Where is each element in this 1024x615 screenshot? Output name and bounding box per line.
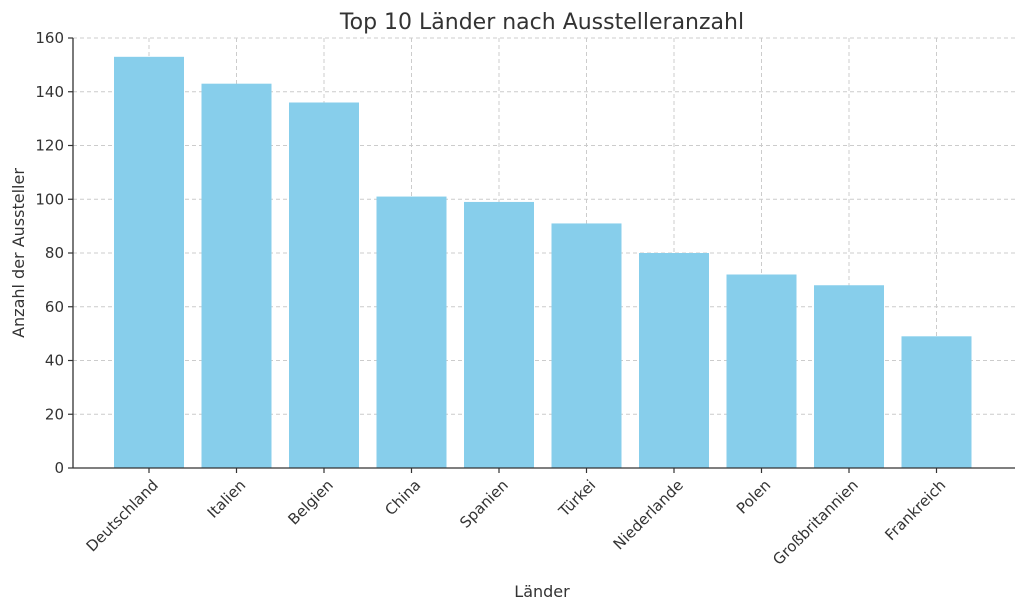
- x-tick-label: Niederlande: [610, 476, 687, 553]
- y-tick-label: 0: [54, 459, 64, 477]
- axes: [68, 37, 1015, 473]
- bar-großbritannien: [814, 285, 884, 468]
- x-tick-label: Belgien: [284, 476, 336, 528]
- y-tick-label: 140: [35, 83, 64, 101]
- x-tick-label: China: [381, 476, 424, 519]
- x-axis-label: Länder: [514, 582, 570, 601]
- x-tick-label: Deutschland: [83, 476, 162, 555]
- bar-belgien: [289, 102, 359, 468]
- bar-niederlande: [639, 253, 709, 468]
- bar-türkei: [551, 223, 622, 468]
- x-tick-label: Polen: [733, 476, 774, 517]
- x-tick-label: Türkei: [555, 476, 600, 521]
- x-tick-label: Spanien: [456, 476, 512, 532]
- x-tick-label: Italien: [204, 476, 250, 522]
- y-tick-label: 60: [45, 298, 64, 316]
- y-tick-label: 160: [35, 29, 64, 47]
- chart-title: Top 10 Länder nach Ausstelleranzahl: [339, 10, 744, 35]
- x-tick-label: Großbritannien: [769, 476, 862, 569]
- y-tick-label: 20: [45, 405, 64, 423]
- bar-china: [376, 196, 447, 468]
- bar-deutschland: [114, 56, 184, 468]
- y-tick-label: 40: [45, 352, 64, 370]
- y-axis-label: Anzahl der Aussteller: [9, 168, 28, 338]
- y-tick-label: 120: [35, 137, 64, 155]
- bars: [114, 56, 972, 468]
- y-tick-label: 100: [35, 190, 64, 208]
- x-tick-label: Frankreich: [881, 476, 949, 544]
- bar-italien: [201, 83, 272, 468]
- bar-frankreich: [901, 336, 972, 468]
- y-tick-label: 80: [45, 244, 64, 262]
- bar-polen: [726, 274, 797, 468]
- bar-spanien: [464, 201, 534, 468]
